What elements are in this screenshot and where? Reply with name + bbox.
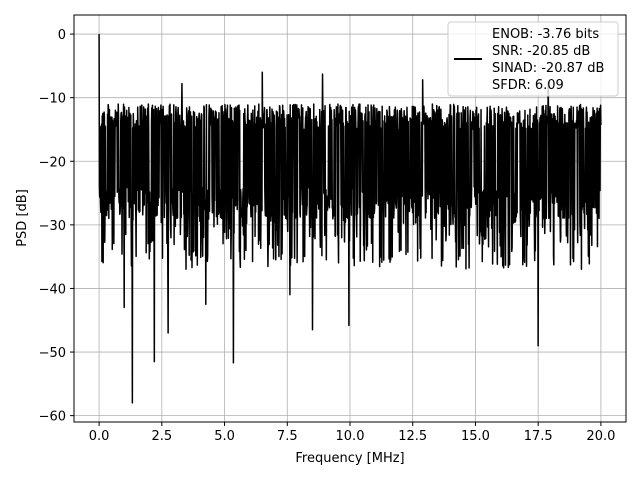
x-axis-label: Frequency [MHz]: [295, 451, 404, 466]
y-tick-label: −40: [39, 282, 66, 297]
x-tick-label: 2.5: [151, 429, 172, 444]
x-tick-label: 12.5: [398, 429, 427, 444]
legend-entry-sfdr: SFDR: 6.09: [492, 78, 564, 93]
legend: ENOB: -3.76 bits SNR: -20.85 dB SINAD: -…: [447, 21, 619, 97]
x-tick-label: 20.0: [586, 429, 615, 444]
legend-entry-enob: ENOB: -3.76 bits: [492, 27, 599, 42]
x-tick-label: 17.5: [524, 429, 553, 444]
y-tick-label: 0: [58, 28, 66, 43]
y-tick-label: −10: [39, 92, 66, 107]
y-tick-label: −50: [39, 346, 66, 361]
x-tick-label: 0.0: [89, 429, 110, 444]
x-tick-label: 15.0: [461, 429, 490, 444]
y-tick-label: −60: [39, 410, 66, 425]
legend-entry-sinad: SINAD: -20.87 dB: [492, 61, 604, 76]
x-tick-label: 7.5: [277, 429, 298, 444]
x-tick-label: 10.0: [336, 429, 365, 444]
legend-box: [447, 21, 619, 97]
series-layer: [98, 34, 602, 404]
y-tick-label: −20: [39, 155, 66, 170]
axis-ticks: 0.0 2.5 5.0 7.5 10.0 12.5 15.0 17.5 20.0 0 −10 −20 −…: [39, 28, 616, 444]
psd-series-line: [98, 34, 602, 404]
y-axis-label: PSD [dB]: [15, 189, 30, 247]
legend-entry-snr: SNR: -20.85 dB: [492, 44, 590, 59]
y-tick-label: −30: [39, 219, 66, 234]
x-tick-label: 5.0: [214, 429, 235, 444]
